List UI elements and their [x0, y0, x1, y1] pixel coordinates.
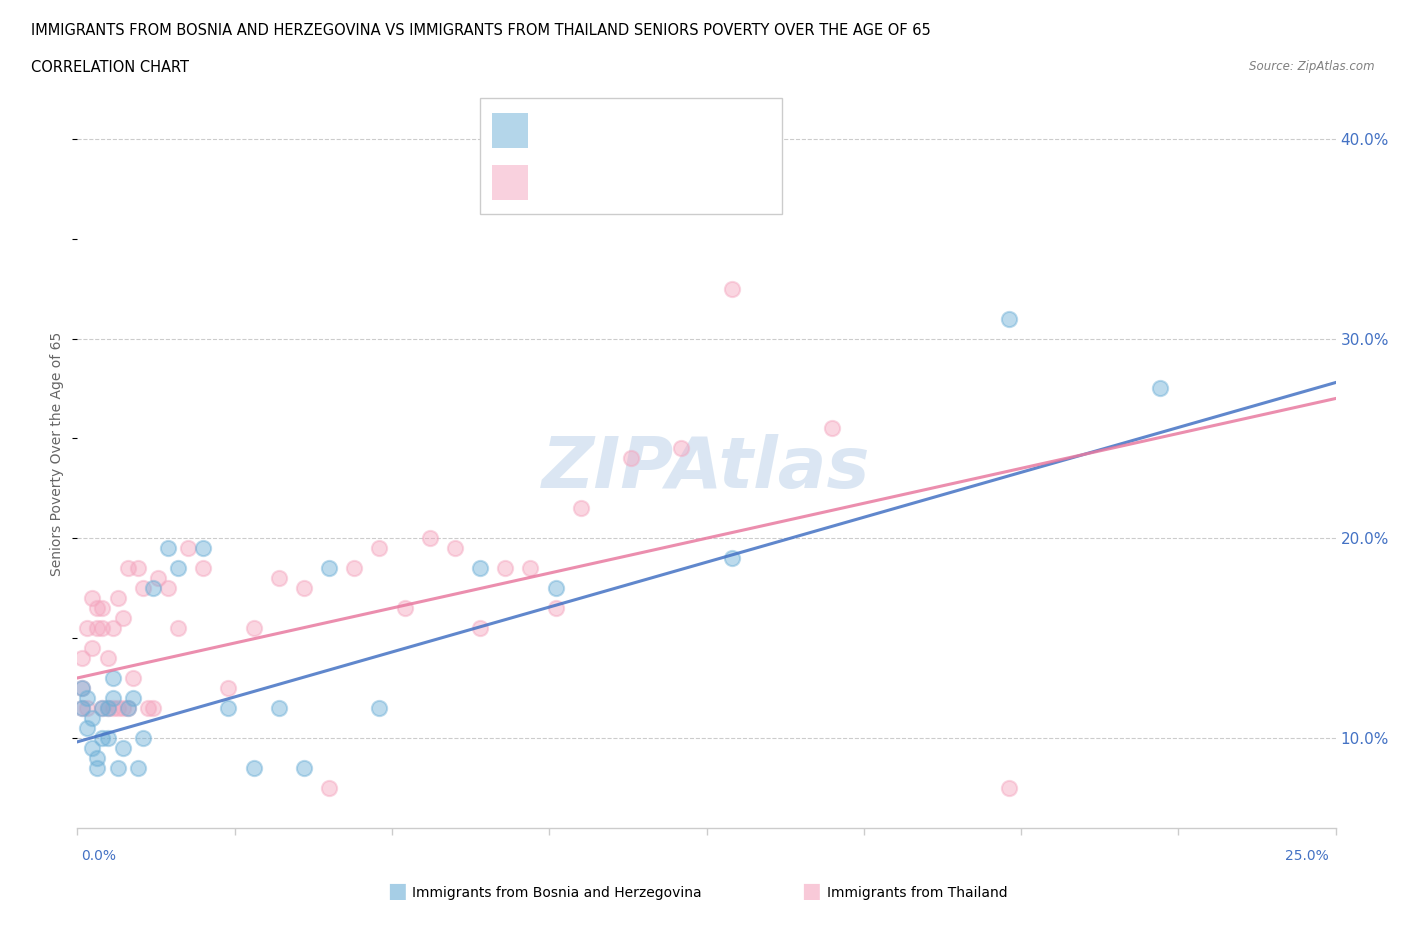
Point: [444, 540, 467, 555]
Point: [343, 561, 366, 576]
Point: [91, 601, 114, 616]
Point: [519, 561, 541, 576]
Point: [132, 580, 155, 595]
Text: 25.0%: 25.0%: [1285, 849, 1329, 863]
Point: [76, 690, 98, 705]
Point: [142, 700, 165, 715]
Point: [96, 651, 118, 666]
Point: [318, 780, 340, 795]
Point: [720, 281, 742, 296]
Point: [468, 620, 491, 635]
Point: [111, 611, 134, 626]
Point: [191, 540, 215, 555]
Point: [76, 721, 98, 736]
Point: [394, 601, 416, 616]
Point: [217, 681, 239, 696]
Point: [544, 601, 567, 616]
Point: [267, 700, 290, 715]
Text: ■: ■: [387, 881, 406, 901]
Text: Immigrants from Bosnia and Herzegovina: Immigrants from Bosnia and Herzegovina: [412, 885, 702, 900]
Point: [1149, 381, 1171, 396]
Text: Immigrants from Thailand: Immigrants from Thailand: [827, 885, 1007, 900]
Point: [91, 700, 114, 715]
Point: [101, 620, 124, 635]
Point: [107, 761, 129, 776]
Point: [142, 580, 165, 595]
Point: [91, 700, 114, 715]
Point: [292, 580, 315, 595]
Point: [156, 580, 179, 595]
Point: [82, 591, 104, 605]
Point: [671, 441, 693, 456]
Point: [569, 501, 592, 516]
Point: [86, 761, 108, 776]
Point: [997, 780, 1019, 795]
Point: [96, 730, 118, 745]
Point: [101, 690, 124, 705]
Point: [86, 620, 108, 635]
Point: [121, 690, 143, 705]
Point: [117, 700, 139, 715]
Point: [368, 540, 391, 555]
Point: [121, 671, 143, 685]
Point: [72, 681, 94, 696]
Point: [419, 531, 441, 546]
Text: Source: ZipAtlas.com: Source: ZipAtlas.com: [1250, 60, 1375, 73]
Point: [177, 540, 200, 555]
Point: [191, 561, 215, 576]
Point: [86, 751, 108, 765]
Point: [101, 671, 124, 685]
Point: [72, 651, 94, 666]
Point: [127, 561, 149, 576]
Point: [72, 700, 94, 715]
Point: [821, 421, 844, 436]
Point: [72, 681, 94, 696]
Point: [217, 700, 239, 715]
Point: [76, 700, 98, 715]
Point: [242, 761, 264, 776]
Text: ■: ■: [801, 881, 821, 901]
Point: [167, 620, 190, 635]
Point: [111, 740, 134, 755]
Point: [620, 451, 643, 466]
Point: [318, 561, 340, 576]
Point: [72, 700, 94, 715]
Point: [242, 620, 264, 635]
Point: [82, 711, 104, 725]
Point: [468, 561, 491, 576]
Point: [127, 761, 149, 776]
Text: 0.0%: 0.0%: [82, 849, 117, 863]
Point: [86, 601, 108, 616]
Point: [96, 700, 118, 715]
Point: [167, 561, 190, 576]
Point: [156, 540, 179, 555]
Point: [146, 571, 169, 586]
Point: [111, 700, 134, 715]
Point: [107, 591, 129, 605]
Text: IMMIGRANTS FROM BOSNIA AND HERZEGOVINA VS IMMIGRANTS FROM THAILAND SENIORS POVER: IMMIGRANTS FROM BOSNIA AND HERZEGOVINA V…: [31, 23, 931, 38]
Text: ZIPAtlas: ZIPAtlas: [543, 434, 870, 503]
Point: [544, 580, 567, 595]
Point: [494, 561, 516, 576]
Point: [292, 761, 315, 776]
Point: [91, 620, 114, 635]
Point: [107, 700, 129, 715]
Point: [368, 700, 391, 715]
Point: [267, 571, 290, 586]
Point: [117, 561, 139, 576]
Point: [132, 730, 155, 745]
Point: [76, 620, 98, 635]
Text: CORRELATION CHART: CORRELATION CHART: [31, 60, 188, 75]
Y-axis label: Seniors Poverty Over the Age of 65: Seniors Poverty Over the Age of 65: [51, 331, 65, 576]
Point: [136, 700, 159, 715]
Point: [101, 700, 124, 715]
Point: [720, 551, 742, 565]
Point: [997, 312, 1019, 326]
Point: [96, 700, 118, 715]
Point: [117, 700, 139, 715]
Point: [91, 730, 114, 745]
Point: [82, 641, 104, 656]
Point: [82, 740, 104, 755]
